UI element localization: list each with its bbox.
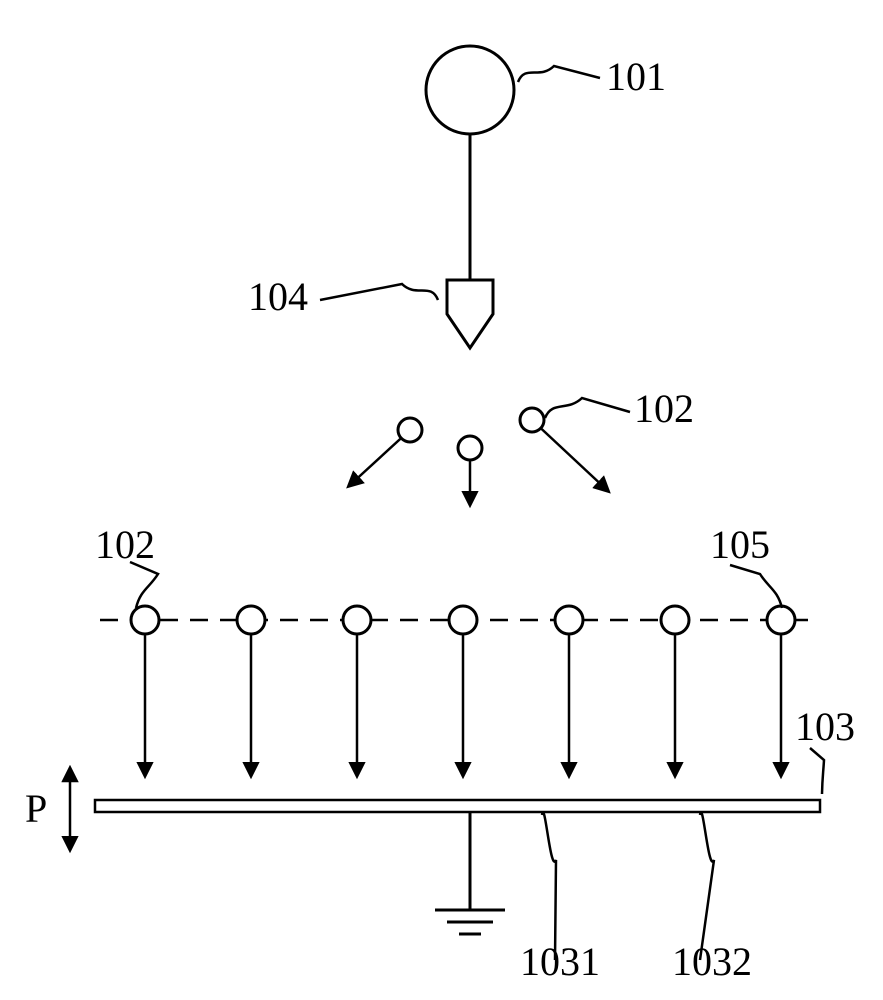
leader-103 — [810, 748, 824, 794]
source-circle — [426, 46, 514, 134]
scatter-ion — [398, 418, 422, 442]
leader-102a — [545, 398, 630, 418]
label-103: 103 — [795, 704, 855, 749]
label-102b: 102 — [95, 522, 155, 567]
row-ion — [767, 606, 795, 634]
label-104: 104 — [248, 274, 308, 319]
emitter-tip — [447, 280, 493, 348]
row-ion — [555, 606, 583, 634]
row-ion — [237, 606, 265, 634]
leader-101 — [518, 66, 600, 82]
row-ion — [449, 606, 477, 634]
scatter-arrow — [532, 420, 607, 490]
leader-1032 — [700, 812, 714, 960]
label-1032: 1032 — [672, 939, 752, 984]
leader-102b — [130, 562, 158, 608]
row-ion — [343, 606, 371, 634]
leader-104 — [320, 284, 438, 300]
scatter-ion — [520, 408, 544, 432]
collector-plate — [95, 800, 820, 812]
label-101: 101 — [606, 54, 666, 99]
row-ion — [131, 606, 159, 634]
label-102a: 102 — [634, 386, 694, 431]
label-1031: 1031 — [520, 939, 600, 984]
leader-105 — [730, 565, 782, 608]
schematic-diagram: 101 104 102 102 105 103 1031 1032 P — [0, 0, 883, 1000]
label-P: P — [25, 786, 47, 831]
label-105: 105 — [710, 522, 770, 567]
leader-1031 — [542, 812, 556, 960]
row-ion — [661, 606, 689, 634]
scatter-ion — [458, 436, 482, 460]
